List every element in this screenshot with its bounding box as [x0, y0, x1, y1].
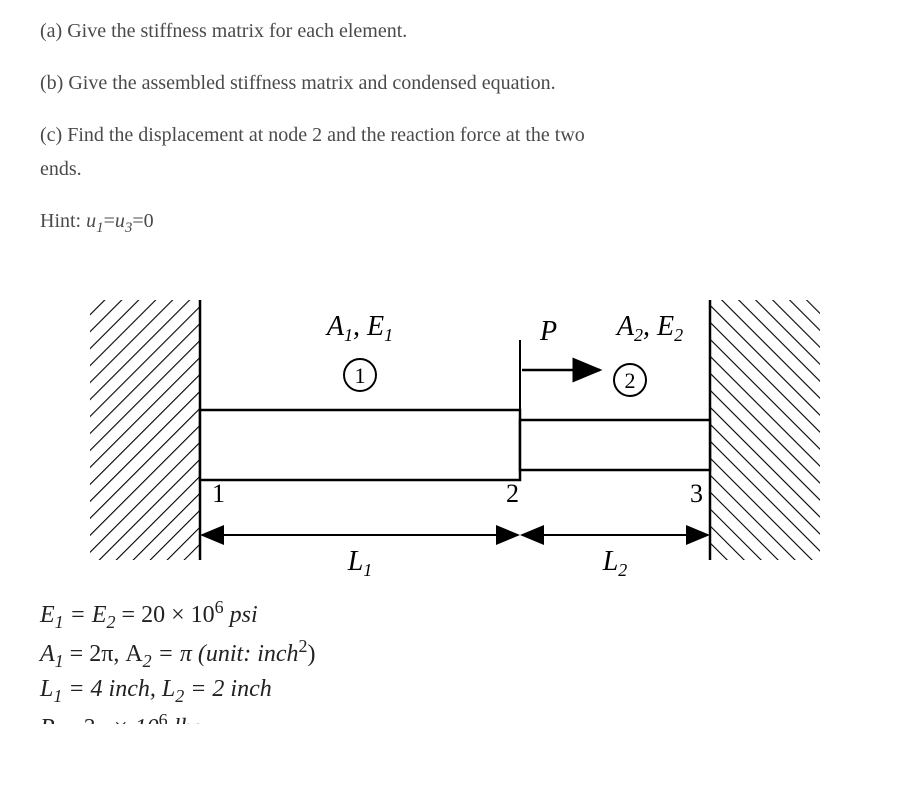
question-c-line2: ends. — [40, 154, 869, 184]
svg-text:L1: L1 — [347, 546, 373, 580]
svg-text:3: 3 — [690, 479, 703, 508]
svg-text:1: 1 — [212, 479, 225, 508]
hint-eq1: = — [104, 210, 115, 232]
svg-text:1: 1 — [355, 363, 366, 388]
hint-u2: u — [115, 210, 125, 232]
given-line4: P = 2π × 106 lbs — [40, 708, 869, 724]
svg-text:A1, E1: A1, E1 — [325, 311, 393, 345]
svg-text:L2: L2 — [602, 546, 628, 580]
hint-zero: =0 — [132, 210, 153, 232]
hint: Hint: u1=u3=0 — [40, 206, 869, 240]
bar-diagram: A1, E1 1 P A2, E2 2 1 2 3 L1 L2 — [90, 280, 820, 589]
question-a: (a) Give the stiffness matrix for each e… — [40, 16, 869, 46]
question-b: (b) Give the assembled stiffness matrix … — [40, 68, 869, 98]
hint-u1: u — [86, 210, 96, 232]
svg-text:2: 2 — [625, 368, 636, 393]
svg-text:2: 2 — [506, 479, 519, 508]
svg-text:P: P — [539, 316, 557, 347]
given-data: E1 = E2 = 20 × 106 psi A1 = 2π, A2 = π (… — [40, 595, 869, 724]
hint-prefix: Hint: — [40, 210, 86, 232]
given-line1: E1 = E2 = 20 × 106 psi — [40, 595, 869, 634]
given-line2: A1 = 2π, A2 = π (unit: inch2) — [40, 634, 869, 673]
svg-text:A2, E2: A2, E2 — [615, 311, 683, 345]
hint-sub1: 1 — [96, 220, 104, 236]
question-c-line1: (c) Find the displacement at node 2 and … — [40, 120, 869, 150]
given-line3: L1 = 4 inch, L2 = 2 inch — [40, 673, 869, 708]
